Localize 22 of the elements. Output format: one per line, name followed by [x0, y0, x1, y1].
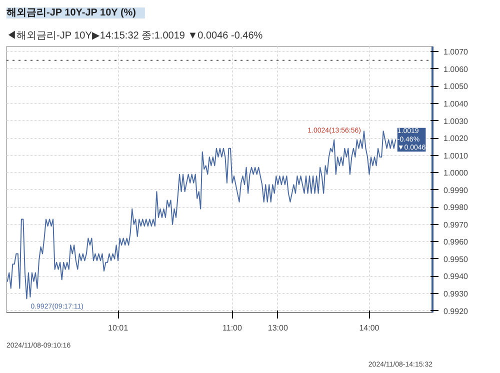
x-tick-label: 11:00: [222, 324, 242, 332]
x-tick-label: 14:00: [359, 324, 380, 332]
x-tick-label: 10:01: [108, 324, 129, 332]
chart-subtitle: ◀해외금리-JP 10Y▶14:15:32 종:1.0019 ▼0.0046 -0.46%: [6, 30, 263, 42]
y-tick-label: 0.9950: [444, 254, 469, 264]
y-tick-label: 0.9940: [444, 272, 469, 282]
y-tick-label: 1.0000: [444, 168, 469, 178]
y-tick-label: 0.9970: [444, 220, 469, 230]
y-tick-label: 1.0060: [444, 64, 469, 74]
y-tick-label: 1.0050: [444, 82, 469, 92]
x-tick-label: 13:00: [268, 324, 288, 332]
y-tick-label: 0.9920: [444, 306, 469, 316]
y-tick-label: 0.9960: [444, 238, 469, 247]
y-tick-label: 0.9990: [444, 186, 469, 195]
y-tick-label: 0.9980: [444, 203, 469, 212]
y-tick-label: 1.0030: [444, 116, 469, 126]
y-tick-label: 1.0070: [444, 48, 469, 57]
y-tick-label: 1.0020: [444, 134, 469, 144]
y-tick-label: 1.0040: [444, 100, 469, 108]
y-tick-label: 0.9930: [444, 290, 469, 298]
chart-title: 해외금리-JP 10Y-JP 10Y (%): [6, 8, 136, 18]
y-tick-label: 1.0010: [444, 151, 469, 160]
